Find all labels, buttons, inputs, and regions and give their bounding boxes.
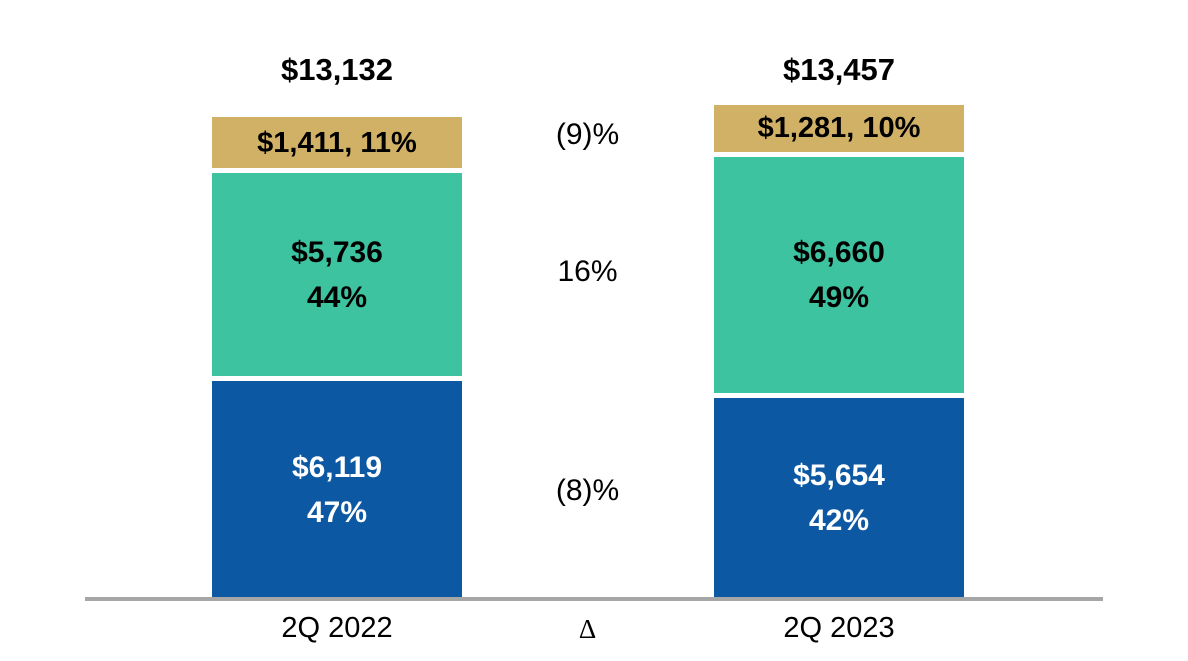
bar-segment-teal: $6,660 49%	[714, 151, 964, 393]
delta-label-blue: (8)%	[555, 474, 620, 507]
bar-segment-blue: $5,654 42%	[714, 393, 964, 598]
bar-segment-gold: $1,411, 11%	[212, 116, 462, 169]
segment-pct-label: 47%	[306, 495, 368, 529]
segment-pct-label: 49%	[808, 280, 870, 314]
x-axis-line	[85, 597, 1103, 601]
stacked-bar-2q2022: $1,411, 11% $5,736 44% $6,119 47%	[212, 116, 462, 598]
segment-value-label: $6,660	[793, 235, 885, 269]
chart-plot-area: $13,132 $13,457 $1,411, 11% $5,736 44% $…	[212, 52, 964, 598]
segment-value-label: $5,654	[793, 459, 885, 492]
x-axis-label-2q2022: 2Q 2022	[281, 612, 393, 644]
delta-label-gold: (9)%	[555, 118, 620, 151]
bar-total-label-2q2023: $13,457	[782, 52, 896, 87]
bar-total-label-2q2022: $13,132	[280, 52, 394, 87]
segment-pct-label: 42%	[808, 504, 870, 537]
x-axis-label-2q2023: 2Q 2023	[783, 612, 895, 644]
x-axis-label-delta: Δ	[578, 614, 597, 644]
segment-pct-label: 44%	[306, 280, 368, 314]
stacked-bar-2q2023: $1,281, 10% $6,660 49% $5,654 42%	[714, 105, 964, 598]
delta-label-teal: 16%	[557, 255, 618, 288]
x-axis-labels: 2Q 2022 Δ 2Q 2023	[0, 612, 1188, 656]
bar-segment-teal: $5,736 44%	[212, 168, 462, 377]
segment-value-label: $5,736	[291, 235, 383, 269]
segment-label: $1,411, 11%	[257, 126, 417, 159]
segment-label: $1,281, 10%	[757, 112, 921, 145]
bar-segment-gold: $1,281, 10%	[714, 105, 964, 152]
bar-segment-blue: $6,119 47%	[212, 376, 462, 598]
segment-value-label: $6,119	[291, 450, 383, 484]
